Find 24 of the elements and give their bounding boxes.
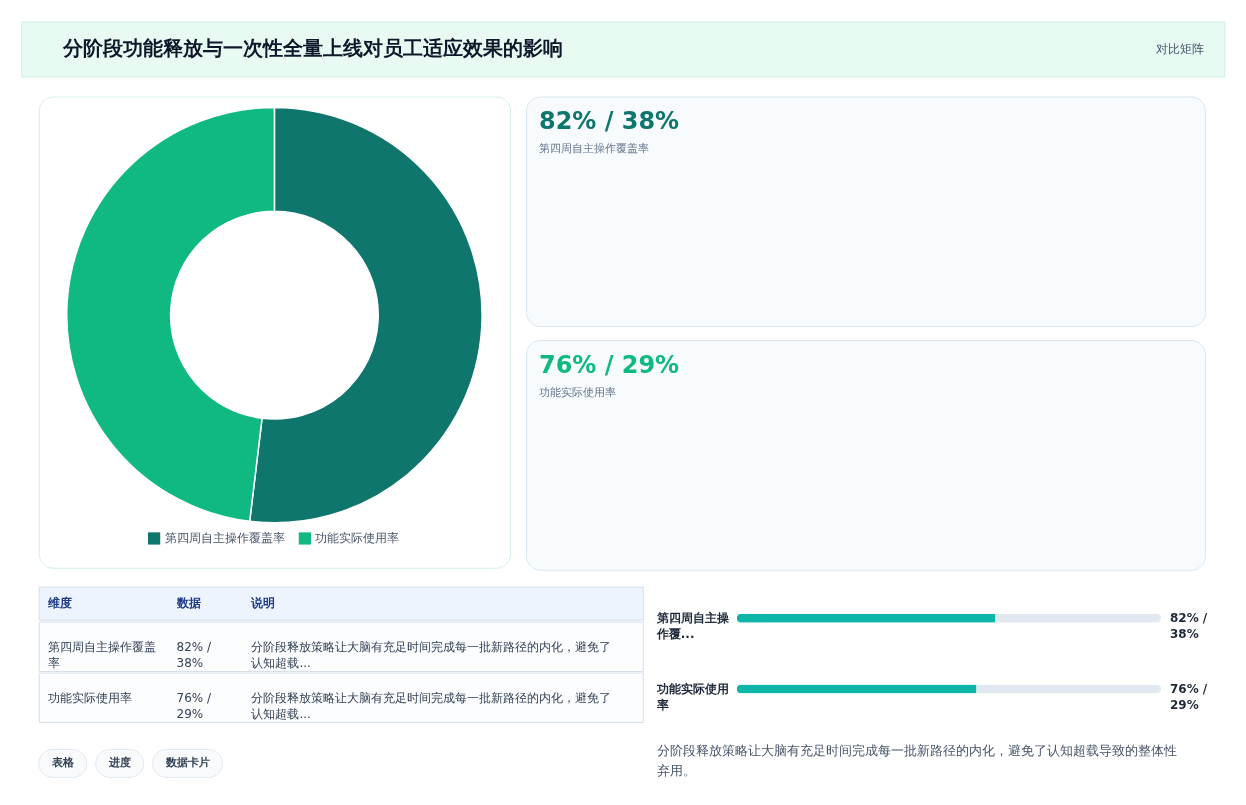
text: 分阶段释放策略让大脑有充足时间完成每一批新路径的内化，避免了认知超载... xyxy=(251,691,612,722)
text: 82% / 38% xyxy=(176,640,212,671)
legend-label: 功能实际使用率 xyxy=(315,531,400,546)
text: 76% / 29% xyxy=(538,351,680,380)
text: 功能实际使用率 xyxy=(538,386,616,400)
text: 分阶段释放策略让大脑有充足时间完成每一批新路径的内化，避免了认知超载导致的整体性弃用。 xyxy=(656,743,1177,779)
data-label: 82% / 38% xyxy=(1169,611,1208,642)
text: 数据卡片 xyxy=(164,756,210,770)
text: 进度 xyxy=(107,756,131,770)
text: 分阶段释放策略让大脑有充足时间完成每一批新路径的内化，避免了认知超载... xyxy=(251,640,612,671)
category-label: 说明 xyxy=(250,596,276,611)
text: 第四周自主操作覆盖率 xyxy=(47,640,156,671)
text: 功能实际使用率 xyxy=(47,691,132,706)
category-label: 数据 xyxy=(175,596,201,611)
text: 分阶段功能释放与一次性全量上线对员工适应效果的影响 xyxy=(62,36,564,61)
text: 76% / 29% xyxy=(176,691,212,722)
data-label: 76% / 29% xyxy=(1169,682,1208,712)
y-tick-label: 第四周自主操作覆... xyxy=(655,611,730,642)
text: 82% / 38% xyxy=(538,107,680,136)
text: 对比矩阵 xyxy=(1156,42,1205,57)
category-label: 维度 xyxy=(46,596,72,611)
text: 表格 xyxy=(50,756,75,770)
text: 第四周自主操作覆盖率 xyxy=(538,142,649,156)
legend-label: 第四周自主操作覆盖率 xyxy=(164,531,285,546)
